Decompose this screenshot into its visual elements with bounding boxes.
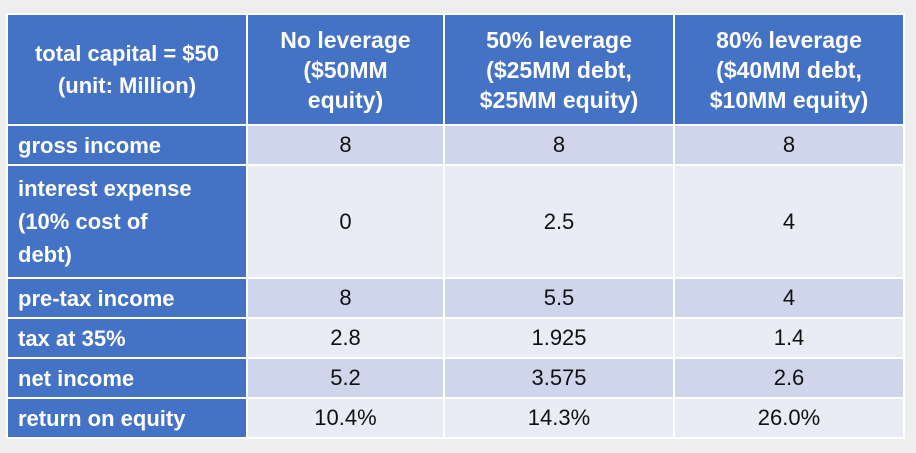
cell-value: 4 xyxy=(673,164,905,279)
cell-value: 2.5 xyxy=(443,164,675,279)
header-corner-line: (unit: Million) xyxy=(57,72,197,98)
header-line: No leverage xyxy=(280,26,411,53)
header-line: ($25MM debt, xyxy=(486,56,632,83)
row-label-line: return on equity xyxy=(18,405,186,431)
row-label-return-on-equity: return on equity xyxy=(6,397,248,439)
row-label-gross-income: gross income xyxy=(6,124,248,166)
row-label-line: gross income xyxy=(18,132,162,158)
table-row: return on equity 10.4% 14.3% 26.0% xyxy=(6,397,905,439)
row-label-line: pre-tax income xyxy=(18,285,175,311)
header-corner-line: total capital = $50 xyxy=(34,40,220,66)
table-row: net income 5.2 3.575 2.6 xyxy=(6,357,905,399)
cell-value: 5.2 xyxy=(246,357,445,399)
cell-value: 2.8 xyxy=(246,317,445,359)
cell-value: 8 xyxy=(443,124,675,166)
header-line: 80% leverage xyxy=(716,26,862,53)
cell-value: 8 xyxy=(246,277,445,319)
header-line: $25MM equity) xyxy=(479,86,639,113)
cell-value: 3.575 xyxy=(443,357,675,399)
row-label-line: interest expense xyxy=(18,176,192,201)
table-row: gross income 8 8 8 xyxy=(6,124,905,166)
row-label-pre-tax-income: pre-tax income xyxy=(6,277,248,319)
row-label-line: (10% cost of xyxy=(18,209,148,234)
table-row: pre-tax income 8 5.5 4 xyxy=(6,277,905,319)
cell-value: 14.3% xyxy=(443,397,675,439)
cell-value: 0 xyxy=(246,164,445,279)
cell-value: 8 xyxy=(246,124,445,166)
header-corner: total capital = $50 (unit: Million) xyxy=(6,13,248,126)
header-line: ($50MM xyxy=(303,56,388,83)
cell-value: 10.4% xyxy=(246,397,445,439)
header-no-leverage: No leverage ($50MM equity) xyxy=(246,13,445,126)
row-label-line: tax at 35% xyxy=(18,325,126,351)
row-label-tax: tax at 35% xyxy=(6,317,248,359)
header-row: total capital = $50 (unit: Million) No l… xyxy=(6,13,905,126)
cell-value: 8 xyxy=(673,124,905,166)
header-line: $10MM equity) xyxy=(709,86,869,113)
cell-value: 5.5 xyxy=(443,277,675,319)
header-50-leverage: 50% leverage ($25MM debt, $25MM equity) xyxy=(443,13,675,126)
header-line: equity) xyxy=(307,86,384,113)
cell-value: 1.925 xyxy=(443,317,675,359)
leverage-comparison-table: total capital = $50 (unit: Million) No l… xyxy=(6,13,905,439)
cell-value: 2.6 xyxy=(673,357,905,399)
row-label-line: net income xyxy=(18,365,135,391)
cell-value: 4 xyxy=(673,277,905,319)
header-line: 50% leverage xyxy=(486,26,632,53)
cell-value: 1.4 xyxy=(673,317,905,359)
row-label-interest-expense: interest expense (10% cost of debt) xyxy=(6,164,248,279)
table-row: interest expense (10% cost of debt) 0 2.… xyxy=(6,164,905,279)
cell-value: 26.0% xyxy=(673,397,905,439)
header-80-leverage: 80% leverage ($40MM debt, $10MM equity) xyxy=(673,13,905,126)
table-row: tax at 35% 2.8 1.925 1.4 xyxy=(6,317,905,359)
row-label-net-income: net income xyxy=(6,357,248,399)
row-label-line: debt) xyxy=(18,242,72,267)
header-line: ($40MM debt, xyxy=(716,56,862,83)
